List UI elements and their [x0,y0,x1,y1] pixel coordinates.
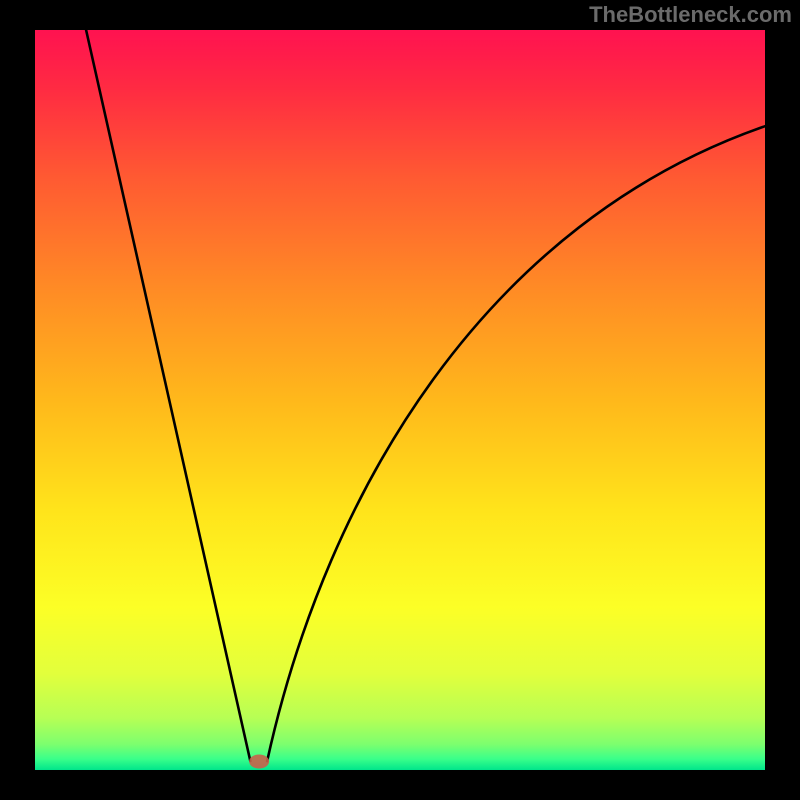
minimum-marker [249,754,269,768]
bottleneck-chart [0,0,800,800]
watermark-text: TheBottleneck.com [589,2,792,28]
chart-container: TheBottleneck.com [0,0,800,800]
plot-area [35,30,765,770]
